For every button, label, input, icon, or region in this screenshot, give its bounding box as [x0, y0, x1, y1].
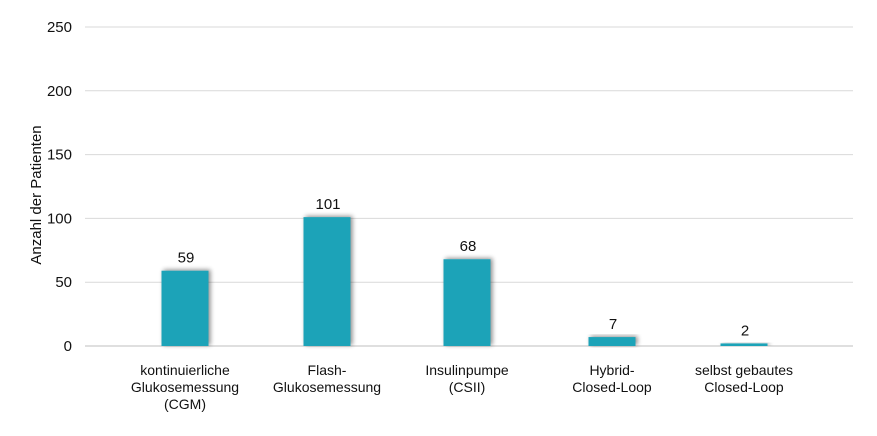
y-tick-label: 100	[47, 210, 72, 227]
bar-value-label: 7	[609, 316, 617, 333]
y-tick-label: 250	[47, 19, 72, 36]
y-tick-label: 50	[55, 274, 72, 291]
category-label: Insulinpumpe	[425, 362, 508, 378]
category-label: Glukosemessung	[131, 379, 239, 395]
y-tick-label: 200	[47, 83, 72, 100]
y-tick-label: 150	[47, 147, 72, 164]
bar	[303, 217, 351, 346]
category-label: Closed-Loop	[572, 379, 652, 395]
category-label: Glukosemessung	[273, 379, 381, 395]
y-axis-ticks: 0 50 100 150 200 250	[47, 19, 72, 355]
y-axis-title: Anzahl der Patienten	[28, 125, 45, 264]
category-label: (CSII)	[449, 379, 486, 395]
bar	[588, 337, 636, 346]
category-label: Flash-	[308, 362, 347, 378]
bar-value-label: 2	[741, 322, 749, 339]
category-label: kontinuierliche	[140, 362, 230, 378]
category-label: (CGM)	[164, 396, 206, 412]
bar-value-label: 68	[460, 238, 477, 255]
bar-value-label: 59	[178, 250, 195, 267]
bar	[161, 270, 209, 346]
category-label: selbst gebautes	[695, 362, 793, 378]
y-tick-label: 0	[64, 338, 72, 355]
bar	[443, 259, 491, 346]
category-label: Closed-Loop	[704, 379, 784, 395]
x-axis-categories: kontinuierlicheGlukosemessung(CGM)Flash-…	[131, 362, 793, 412]
data-labels: 59 101 68 7 2	[178, 196, 750, 339]
bar	[720, 343, 768, 346]
bars	[161, 217, 768, 346]
bar-value-label: 101	[315, 196, 340, 213]
category-label: Hybrid-	[589, 362, 634, 378]
